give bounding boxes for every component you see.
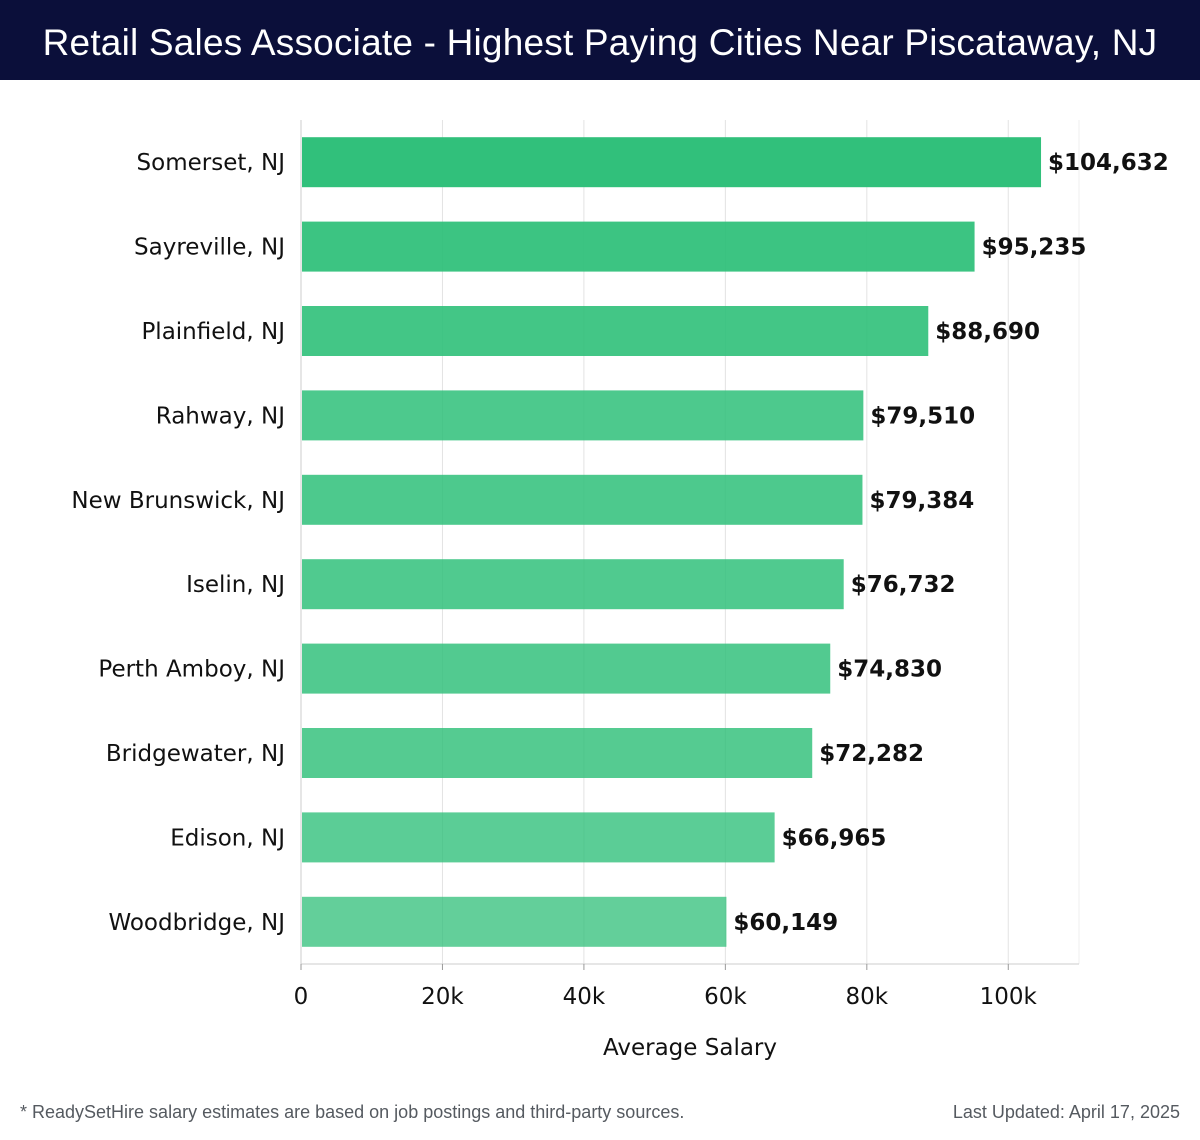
category-label: Sayreville, NJ [134,235,285,261]
bar [302,559,844,610]
data-label: $95,235 [982,235,1087,261]
category-label: Iselin, NJ [186,572,285,598]
data-label: $74,830 [837,657,942,683]
x-tick-label: 60k [704,984,747,1010]
bar [302,728,813,778]
category-label: Edison, NJ [170,825,285,851]
bar [302,137,1042,188]
x-tick-label: 80k [846,984,889,1010]
category-label: Rahway, NJ [156,403,285,429]
bar [302,812,775,863]
chart-title: Retail Sales Associate - Highest Paying … [42,22,1158,63]
data-label: $76,732 [851,572,956,598]
category-label: Bridgewater, NJ [106,741,285,767]
bar [302,474,863,525]
category-label: Woodbridge, NJ [108,910,285,936]
category-label: Perth Amboy, NJ [98,657,285,683]
bar [302,643,831,694]
bar [302,896,727,947]
data-label: $66,965 [782,825,887,851]
data-label: $79,384 [869,488,974,514]
data-label: $60,149 [733,910,838,936]
last-updated: Last Updated: April 17, 2025 [952,1102,1180,1122]
data-label: $88,690 [935,319,1040,345]
x-tick-label: 20k [421,984,464,1010]
x-tick-label: 40k [563,984,606,1010]
x-tick-label: 0 [294,984,309,1010]
data-label: $104,632 [1048,150,1169,176]
category-label: New Brunswick, NJ [71,488,285,514]
data-label: $79,510 [870,403,975,429]
bar [302,390,864,441]
x-tick-label: 100k [980,984,1038,1010]
bar [302,306,929,356]
footnote: * ReadySetHire salary estimates are base… [20,1102,685,1122]
category-label: Somerset, NJ [137,150,285,176]
category-label: Plainfield, NJ [141,319,285,345]
x-axis-label: Average Salary [603,1035,777,1061]
header-bar: Retail Sales Associate - Highest Paying … [0,0,1200,80]
data-label: $72,282 [819,741,924,767]
bar [302,221,975,272]
